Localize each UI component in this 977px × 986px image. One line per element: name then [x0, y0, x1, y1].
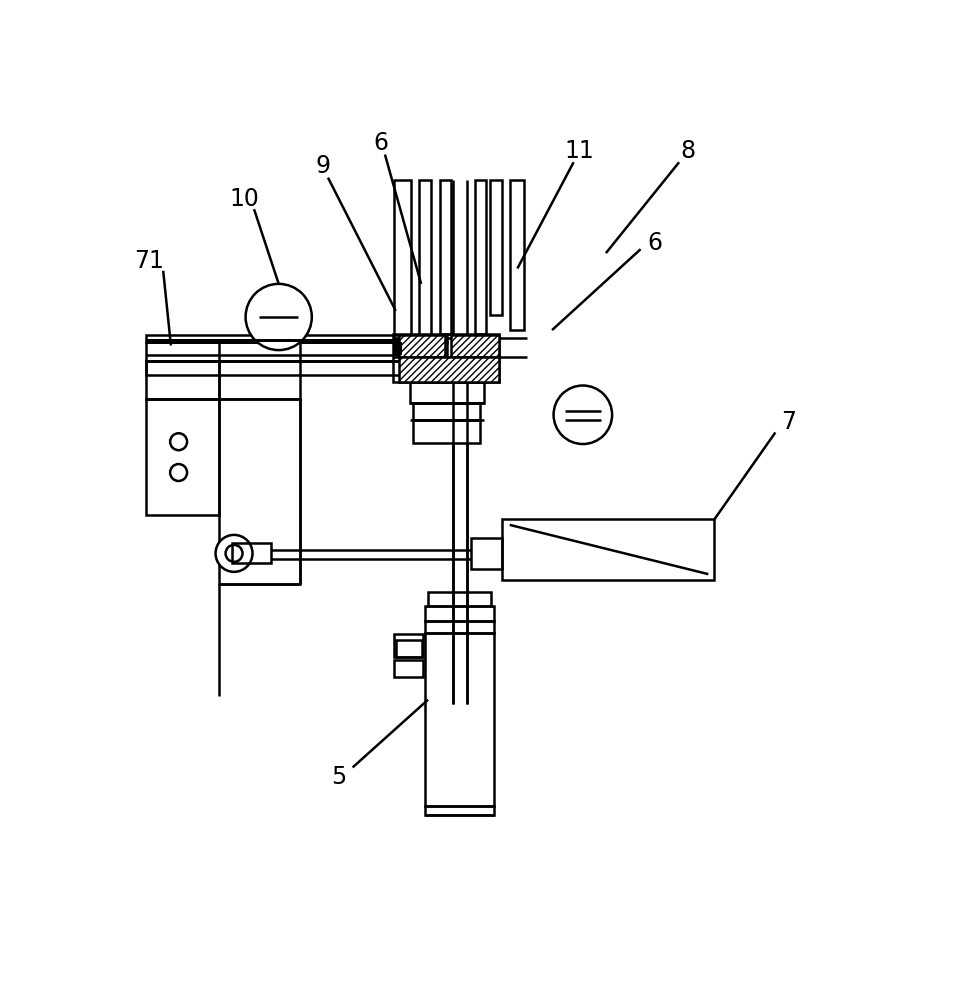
Bar [399, 357, 498, 382]
Circle shape [170, 433, 187, 451]
Bar [489, 179, 501, 315]
Bar [396, 640, 421, 658]
Bar [412, 420, 480, 444]
Circle shape [245, 284, 312, 350]
Bar [147, 361, 219, 399]
Bar [450, 335, 498, 357]
Bar [501, 519, 713, 581]
Bar [147, 361, 446, 375]
Circle shape [215, 534, 252, 572]
Bar [219, 341, 300, 399]
Text: 6: 6 [647, 231, 661, 255]
Bar [394, 634, 423, 658]
Text: 7: 7 [781, 410, 795, 435]
Bar [471, 538, 501, 569]
Bar [425, 806, 493, 815]
Bar [147, 339, 446, 341]
Bar [394, 660, 423, 676]
Bar [425, 605, 493, 621]
Bar [147, 335, 446, 341]
Bar [475, 179, 486, 334]
Circle shape [226, 545, 242, 562]
Bar [425, 633, 493, 806]
Text: 10: 10 [229, 187, 259, 211]
Bar [147, 399, 219, 515]
Text: 9: 9 [316, 154, 330, 178]
Text: 8: 8 [680, 139, 696, 163]
Text: 6: 6 [373, 131, 388, 155]
Circle shape [553, 386, 612, 444]
Bar [147, 341, 446, 361]
Text: 11: 11 [564, 139, 593, 163]
Text: 5: 5 [331, 765, 346, 789]
Bar [428, 592, 490, 605]
Text: 71: 71 [134, 248, 164, 273]
Bar [392, 341, 402, 356]
Bar [425, 621, 493, 633]
Bar [418, 179, 431, 338]
Bar [233, 543, 271, 563]
Bar [399, 335, 445, 357]
Bar [440, 179, 450, 334]
Bar [219, 399, 300, 584]
Bar [412, 403, 480, 420]
Bar [409, 382, 483, 403]
Bar [392, 334, 498, 382]
Bar [509, 179, 523, 330]
Bar [394, 179, 410, 345]
Circle shape [170, 464, 187, 481]
